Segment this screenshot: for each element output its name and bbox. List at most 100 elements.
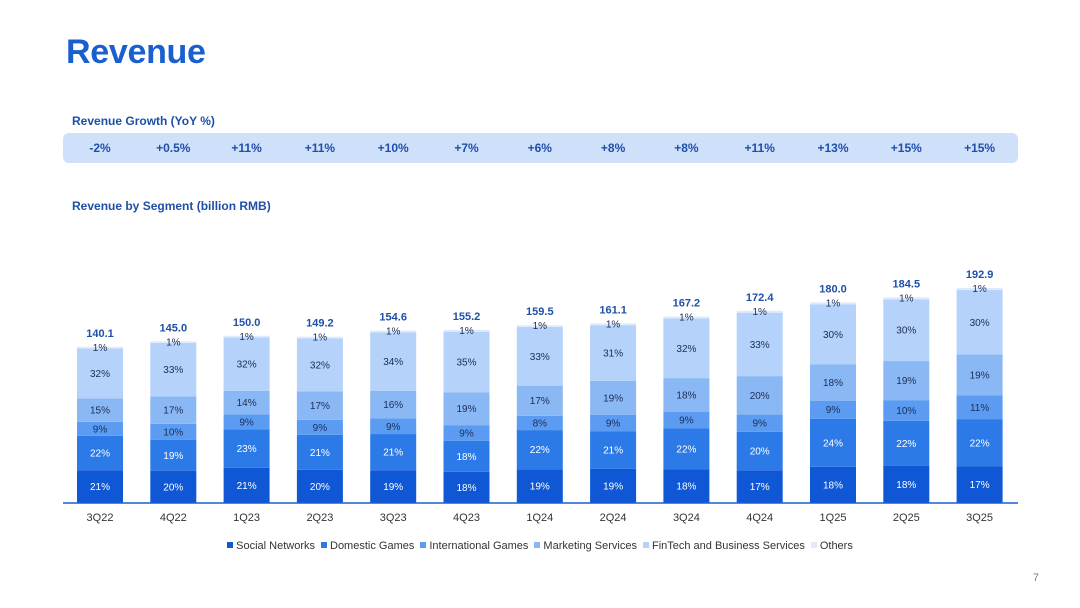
legend-label: Social Networks bbox=[236, 540, 315, 552]
bar-3q23-international bbox=[370, 418, 417, 435]
bar-3q24-marketing bbox=[663, 378, 710, 412]
others-label: 1% bbox=[826, 298, 841, 309]
bar-4q23-marketing bbox=[443, 392, 490, 426]
growth-value-2q25: +15% bbox=[890, 141, 922, 155]
segment-label: 22% bbox=[896, 439, 916, 450]
segment-label: 18% bbox=[896, 480, 916, 491]
bar-2q25-fintech bbox=[883, 299, 930, 362]
others-label: 1% bbox=[533, 321, 548, 332]
segment-label: 20% bbox=[163, 482, 183, 493]
bar-4q22-others bbox=[150, 341, 197, 343]
bar-1q23-domestic bbox=[223, 429, 270, 468]
bar-3q24-fintech bbox=[663, 318, 710, 379]
segment-label: 18% bbox=[676, 390, 696, 401]
segment-label: 32% bbox=[90, 369, 110, 380]
bar-3q24-international bbox=[663, 411, 710, 429]
bar-2q24-fintech bbox=[590, 325, 637, 381]
segment-label: 17% bbox=[970, 480, 990, 491]
segment-label: 17% bbox=[530, 396, 550, 407]
bar-4q22-social bbox=[150, 470, 197, 503]
segment-label: 32% bbox=[310, 360, 330, 371]
x-tick-label: 1Q24 bbox=[526, 512, 553, 524]
others-label: 1% bbox=[752, 307, 767, 318]
x-tick-label: 2Q24 bbox=[600, 512, 627, 524]
segment-label: 20% bbox=[750, 391, 770, 402]
segment-label: 24% bbox=[823, 438, 843, 449]
segment-label: 19% bbox=[456, 404, 476, 415]
legend-item: Marketing Services bbox=[534, 540, 637, 552]
segment-label: 18% bbox=[823, 480, 843, 491]
total-label: 150.0 bbox=[233, 317, 261, 329]
legend-item: Others bbox=[810, 540, 853, 552]
bar-1q25-social bbox=[810, 466, 856, 503]
bar-1q25-domestic bbox=[810, 418, 856, 467]
bar-4q22-international bbox=[150, 423, 197, 440]
segment-label: 19% bbox=[896, 376, 916, 387]
total-label: 154.6 bbox=[379, 312, 407, 324]
bar-1q23-others bbox=[223, 335, 270, 338]
bar-4q23-domestic bbox=[443, 440, 490, 472]
bar-4q22-fintech bbox=[150, 342, 197, 397]
total-label: 167.2 bbox=[673, 298, 701, 310]
segment-label: 8% bbox=[533, 418, 548, 429]
legend-item: Domestic Games bbox=[321, 540, 414, 552]
x-tick-label: 3Q25 bbox=[966, 512, 993, 524]
growth-value-2q24: +8% bbox=[600, 141, 626, 155]
others-label: 1% bbox=[386, 327, 401, 338]
segment-label: 31% bbox=[603, 349, 623, 360]
bar-1q24-social bbox=[516, 469, 563, 503]
bar-4q24-fintech bbox=[736, 312, 783, 377]
segment-label: 15% bbox=[90, 406, 110, 417]
bar-2q24-marketing bbox=[590, 380, 637, 415]
segment-label: 22% bbox=[970, 438, 990, 449]
segment-label: 20% bbox=[310, 482, 330, 493]
segment-label: 9% bbox=[459, 428, 474, 439]
bar-2q23-marketing bbox=[296, 391, 343, 420]
bar-3q25-international bbox=[956, 395, 1003, 420]
legend-swatch bbox=[420, 542, 427, 548]
x-tick-label: 3Q22 bbox=[87, 512, 114, 524]
total-label: 172.4 bbox=[746, 292, 774, 304]
others-label: 1% bbox=[93, 343, 108, 354]
bar-3q23-social bbox=[370, 470, 417, 503]
segment-label: 20% bbox=[750, 447, 770, 458]
bar-2q23-social bbox=[296, 469, 343, 503]
legend-swatch bbox=[642, 542, 649, 548]
bar-2q24-others bbox=[590, 323, 637, 326]
x-tick-label: 2Q25 bbox=[893, 512, 920, 524]
bar-2q24-domestic bbox=[590, 431, 637, 469]
segment-label: 9% bbox=[239, 417, 254, 428]
segment-label: 21% bbox=[90, 482, 110, 493]
bar-3q22-international bbox=[77, 421, 123, 436]
segment-label: 16% bbox=[383, 400, 403, 411]
total-label: 161.1 bbox=[599, 304, 627, 316]
bar-4q22-domestic bbox=[150, 439, 197, 471]
bar-2q24-international bbox=[590, 414, 637, 432]
segment-label: 9% bbox=[752, 419, 767, 430]
x-tick-label: 2Q23 bbox=[306, 512, 333, 524]
segment-label: 14% bbox=[237, 398, 257, 409]
segment-label: 22% bbox=[530, 445, 550, 456]
others-label: 1% bbox=[459, 326, 474, 337]
bar-3q22-others bbox=[77, 346, 123, 349]
segment-label: 10% bbox=[163, 427, 183, 438]
segment-label: 9% bbox=[93, 424, 108, 435]
segment-label: 17% bbox=[163, 406, 183, 417]
segment-label: 18% bbox=[456, 483, 476, 494]
page-number: 7 bbox=[1032, 572, 1039, 584]
segment-label: 33% bbox=[163, 365, 183, 376]
legend-swatch bbox=[227, 542, 234, 548]
bar-3q22-fintech bbox=[77, 348, 123, 399]
bar-1q23-social bbox=[223, 467, 270, 503]
total-label: 149.2 bbox=[306, 318, 334, 330]
growth-heading: Revenue Growth (YoY %) bbox=[72, 114, 215, 128]
segment-label: 30% bbox=[970, 318, 990, 329]
segment-label: 19% bbox=[603, 481, 623, 492]
others-label: 1% bbox=[679, 313, 694, 324]
segment-label: 32% bbox=[237, 360, 257, 371]
legend-item: International Games bbox=[420, 540, 528, 552]
segment-label: 19% bbox=[530, 482, 550, 493]
growth-value-3q22: -2% bbox=[89, 141, 111, 155]
bar-2q25-marketing bbox=[883, 361, 930, 401]
growth-value-3q23: +10% bbox=[377, 141, 409, 155]
